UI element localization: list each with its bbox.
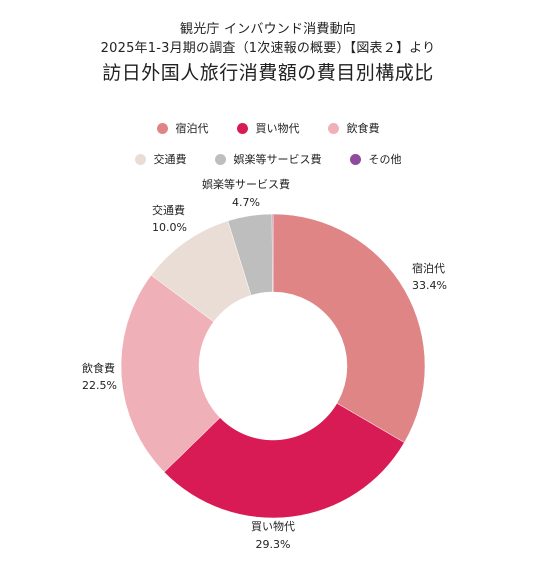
- slice-category-label: 飲食費: [82, 361, 115, 375]
- chart-title: 訪日外国人旅行消費額の費目別構成比: [102, 62, 434, 84]
- chart-subtitle-line1: 観光庁 インバウンド消費動向: [180, 22, 356, 37]
- slice-accommodation: [272, 213, 426, 443]
- legend-swatch: [349, 153, 361, 165]
- slice-category-label: 宿泊代: [412, 261, 445, 275]
- chart-header: 観光庁 インバウンド消費動向 2025年1-3月期の調査（1次速報の概要）【図表…: [0, 20, 536, 87]
- slice-value-label: 33.4%: [412, 279, 447, 292]
- legend-swatch: [134, 153, 146, 165]
- legend-row-2: 交通費 娯楽等サービス費 その他: [0, 151, 536, 167]
- legend-label: 買い物代: [255, 122, 300, 135]
- slice-value-label: 29.3%: [256, 538, 291, 551]
- legend-label: 飲食費: [346, 122, 380, 135]
- slice-value-label: 10.0%: [152, 221, 187, 234]
- legend-label: 娯楽等サービス費: [233, 153, 322, 166]
- legend-item-entertainment: 娯楽等サービス費: [214, 151, 322, 167]
- legend-swatch: [327, 122, 339, 134]
- legend-swatch: [214, 153, 226, 165]
- legend-item-accommodation: 宿泊代: [156, 120, 209, 136]
- legend-swatch: [236, 122, 248, 134]
- legend-item-food: 飲食費: [327, 120, 380, 136]
- slice-category-label: 交通費: [152, 203, 185, 217]
- legend-label: 宿泊代: [175, 122, 209, 135]
- slice-value-label: 4.7%: [232, 196, 260, 209]
- legend-item-other: その他: [349, 151, 402, 167]
- chart-subtitle-line2: 2025年1-3月期の調査（1次速報の概要）【図表２】より: [100, 41, 436, 56]
- slice-value-label: 22.5%: [82, 379, 117, 392]
- legend-swatch: [156, 122, 168, 134]
- slice-category-label: 娯楽等サービス費: [202, 177, 290, 191]
- legend-label: 交通費: [153, 153, 187, 166]
- legend-row-1: 宿泊代 買い物代 飲食費: [0, 120, 536, 136]
- legend-label: その他: [368, 153, 402, 166]
- slice-shopping: [163, 402, 405, 519]
- slice-food: [120, 274, 221, 473]
- slice-other: [271, 213, 274, 293]
- slice-category-label: 買い物代: [251, 519, 295, 533]
- legend-item-transport: 交通費: [134, 151, 187, 167]
- legend-item-shopping: 買い物代: [236, 120, 300, 136]
